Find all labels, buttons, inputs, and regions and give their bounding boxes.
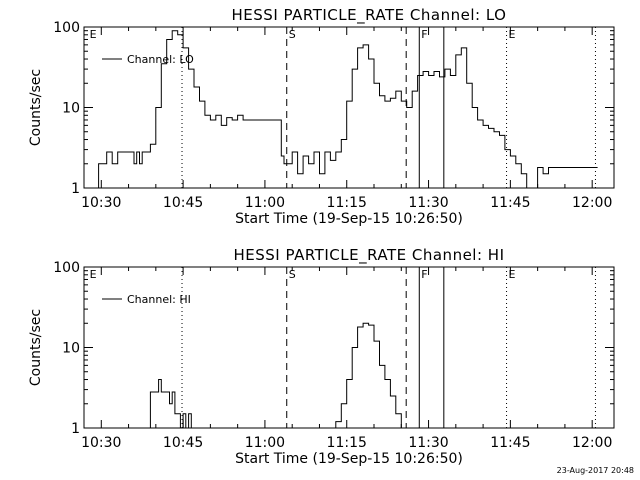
panel1-x-tick-label: 11:30 [408,195,448,211]
panel1-x-tick-label: 10:30 [81,195,121,211]
panel2-title: HESSI PARTICLE_RATE Channel: HI [234,246,505,265]
panel2-y-tick-label: 1 [71,421,80,437]
panel1-y-tick-label: 100 [53,20,80,36]
panel1-event-marker-label: S [289,28,296,41]
panel2-event-marker-label: E [509,268,516,281]
panel1-y-tick-label: 1 [71,181,80,197]
panel2-x-tick-label: 12:00 [572,435,612,451]
panel2-y-axis-label: Counts/sec [28,309,44,386]
panel1-x-tick-label: 11:15 [327,195,367,211]
panel2-y-tick-label: 10 [62,341,80,357]
timestamp-label: 23-Aug-2017 20:48 [556,466,634,475]
panel2-x-tick-label: 11:30 [408,435,448,451]
panel2-series-line [147,322,402,429]
panel1-y-axis-label: Counts/sec [28,69,44,146]
panel1-event-marker-label: F [421,28,427,41]
panel1-series-line [95,30,598,189]
panel1-x-tick-label: 11:45 [490,195,530,211]
panel2-x-tick-label: 11:15 [327,435,367,451]
panel2-y-tick-label: 100 [53,260,80,276]
panel1-event-marker-label: E [90,28,97,41]
panel2-plot-frame [83,266,615,429]
panel2-legend-label: Channel: HI [127,293,191,306]
panel2-event-marker-label: E [90,268,97,281]
panel2-x-tick-label: 10:30 [81,435,121,451]
panel1-x-axis-label: Start Time (19-Sep-15 10:26:50) [235,211,463,227]
panel2-event-marker-label: F [421,268,427,281]
panel2-x-axis-label: Start Time (19-Sep-15 10:26:50) [235,451,463,467]
panel1-x-tick-label: 12:00 [572,195,612,211]
panel1-title: HESSI PARTICLE_RATE Channel: LO [232,6,507,25]
panel1-legend-label: Channel: LO [127,53,194,66]
panel2-x-tick-label: 11:00 [245,435,285,451]
panel2-x-tick-label: 11:45 [490,435,530,451]
panel2-event-marker-label: S [289,268,296,281]
panel1-y-tick-label: 10 [62,101,80,117]
panel2-x-tick-label: 10:45 [163,435,203,451]
panel1-plot-frame [83,26,615,189]
panel1-x-tick-label: 11:00 [245,195,285,211]
panel1-x-tick-label: 10:45 [163,195,203,211]
panel1-event-marker-label: E [509,28,516,41]
